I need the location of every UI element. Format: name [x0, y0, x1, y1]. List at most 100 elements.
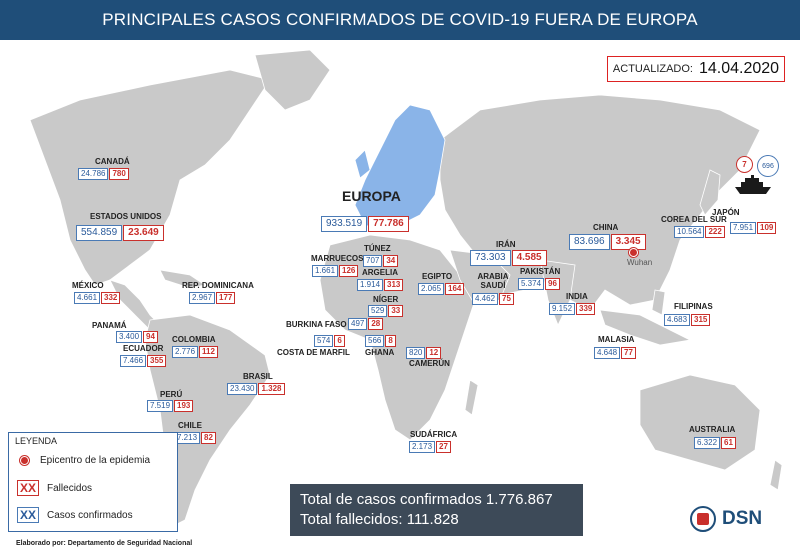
- total-deaths: Total fallecidos: 111.828: [300, 511, 459, 528]
- australia-landmass: [639, 374, 761, 471]
- country-name: BURKINA FASO: [286, 320, 347, 329]
- confirmed-value: 10.564: [674, 226, 705, 238]
- new-zealand-landmass: [769, 459, 783, 491]
- updated-date: 14.04.2020: [699, 60, 780, 77]
- coat-of-arms-icon: [690, 506, 716, 532]
- country-figures: 4.661 332: [74, 292, 121, 304]
- country-name: JAPÓN: [712, 208, 740, 217]
- uk-highlight: [354, 149, 371, 179]
- cruise-ship-icon: [735, 175, 771, 194]
- madagascar-landmass: [464, 379, 479, 416]
- confirmed-value: 9.152: [549, 303, 576, 315]
- epicenter-dot-icon: [20, 456, 29, 465]
- total-confirmed: Total de casos confirmados 1.776.867: [300, 491, 553, 508]
- country-name: ESTADOS UNIDOS: [90, 212, 162, 221]
- legend-confirmed: XX Casos confirmados: [17, 507, 133, 523]
- country-figures: 7.466 355: [120, 355, 167, 367]
- confirmed-value: 7.951: [730, 222, 757, 234]
- country-figures: 7.519 193: [147, 400, 194, 412]
- country-name: CAMERÚN: [409, 359, 450, 368]
- country-name: ECUADOR: [123, 344, 164, 353]
- deaths-value: 315: [691, 314, 711, 326]
- deaths-value: 27: [436, 441, 451, 453]
- country-name: INDIA: [566, 292, 588, 301]
- country-figures: 83.696 3.345: [569, 234, 646, 250]
- confirmed-value: 707: [363, 255, 383, 267]
- deaths-value: 109: [757, 222, 777, 234]
- confirmed-value: 4.661: [74, 292, 101, 304]
- country-name: MARRUECOS: [311, 254, 364, 263]
- greenland-landmass: [254, 49, 331, 111]
- legend-deaths-label: Fallecidos: [47, 482, 93, 494]
- country-name: MÉXICO: [72, 281, 104, 290]
- deaths-value: 3.345: [610, 234, 646, 250]
- country-figures: 1.661 126: [312, 265, 359, 277]
- deaths-value: 339: [576, 303, 596, 315]
- country-figures: 23.430 1.328: [227, 383, 285, 395]
- confirmed-value: 820: [406, 347, 426, 359]
- europe-deaths: 77.786: [368, 216, 409, 232]
- legend: LEYENDA Epicentro de la epidemia XX Fall…: [8, 432, 178, 532]
- confirmed-symbol: XX: [17, 507, 40, 523]
- confirmed-value: 566: [365, 335, 385, 347]
- country-name: COSTA DE MARFIL: [277, 348, 350, 357]
- country-figures: 9.152 339: [549, 303, 596, 315]
- ship-deaths: 7: [736, 156, 753, 173]
- confirmed-value: 2.173: [409, 441, 436, 453]
- country-name: ARGELIA: [362, 268, 398, 277]
- deaths-value: 164: [445, 283, 465, 295]
- confirmed-value: 73.303: [470, 250, 511, 266]
- country-figures: 4.462 75: [472, 293, 514, 305]
- country-figures: 2.065 164: [418, 283, 465, 295]
- confirmed-value: 4.462: [472, 293, 499, 305]
- deaths-value: 77: [621, 347, 636, 359]
- deaths-value: 1.328: [258, 383, 285, 395]
- europe-highlight: [354, 104, 446, 231]
- legend-title: LEYENDA: [15, 436, 58, 446]
- deaths-value: 23.649: [123, 225, 164, 241]
- deaths-value: 332: [101, 292, 121, 304]
- caribbean-landmass: [159, 269, 207, 289]
- country-name: ARABIA SAUDÍ: [477, 272, 509, 290]
- map-title: PRINCIPALES CASOS CONFIRMADOS DE COVID-1…: [102, 10, 698, 29]
- deaths-symbol: XX: [17, 480, 40, 496]
- confirmed-value: 1.661: [312, 265, 339, 277]
- deaths-value: 61: [721, 437, 736, 449]
- country-name: IRÁN: [496, 240, 516, 249]
- philippines-landmass: [651, 289, 666, 316]
- country-name: SUDÁFRICA: [410, 430, 458, 439]
- country-figures: 529 33: [368, 305, 404, 317]
- country-name: NÍGER: [373, 295, 399, 304]
- deaths-value: 82: [201, 432, 216, 444]
- legend-epicenter: Epicentro de la epidemia: [17, 455, 150, 466]
- deaths-value: 34: [383, 255, 399, 267]
- deaths-value: 355: [147, 355, 167, 367]
- europe-name: EUROPA: [342, 188, 401, 204]
- legend-deaths: XX Fallecidos: [17, 480, 92, 496]
- deaths-value: 222: [705, 226, 725, 238]
- country-figures: 2.776 112: [172, 346, 218, 358]
- confirmed-value: 574: [314, 335, 334, 347]
- confirmed-value: 7.519: [147, 400, 174, 412]
- deaths-value: 780: [109, 168, 129, 180]
- footer-credit: Elaborado por: Departamento de Seguridad…: [16, 540, 193, 547]
- europe-confirmed: 933.519: [321, 216, 368, 232]
- confirmed-value: 554.859: [76, 225, 123, 241]
- country-figures: 4.648 77: [594, 347, 636, 359]
- epicenter-marker: [629, 248, 638, 257]
- country-figures: 10.564 222: [674, 226, 725, 238]
- confirmed-value: 2.776: [172, 346, 199, 358]
- deaths-value: 126: [339, 265, 359, 277]
- confirmed-value: 83.696: [569, 234, 610, 250]
- country-name: MALASIA: [598, 335, 635, 344]
- country-figures: 6.322 61: [694, 437, 736, 449]
- deaths-value: 12: [426, 347, 442, 359]
- country-figures: 5.374 96: [518, 278, 560, 290]
- deaths-value: 33: [388, 305, 404, 317]
- country-figures: 554.859 23.649: [76, 225, 164, 241]
- country-figures: 566 8: [365, 335, 396, 347]
- country-name: EGIPTO: [422, 272, 453, 281]
- confirmed-value: 7.466: [120, 355, 147, 367]
- japan-landmass: [699, 169, 721, 216]
- totals-box: Total de casos confirmados 1.776.867 Tot…: [290, 484, 583, 536]
